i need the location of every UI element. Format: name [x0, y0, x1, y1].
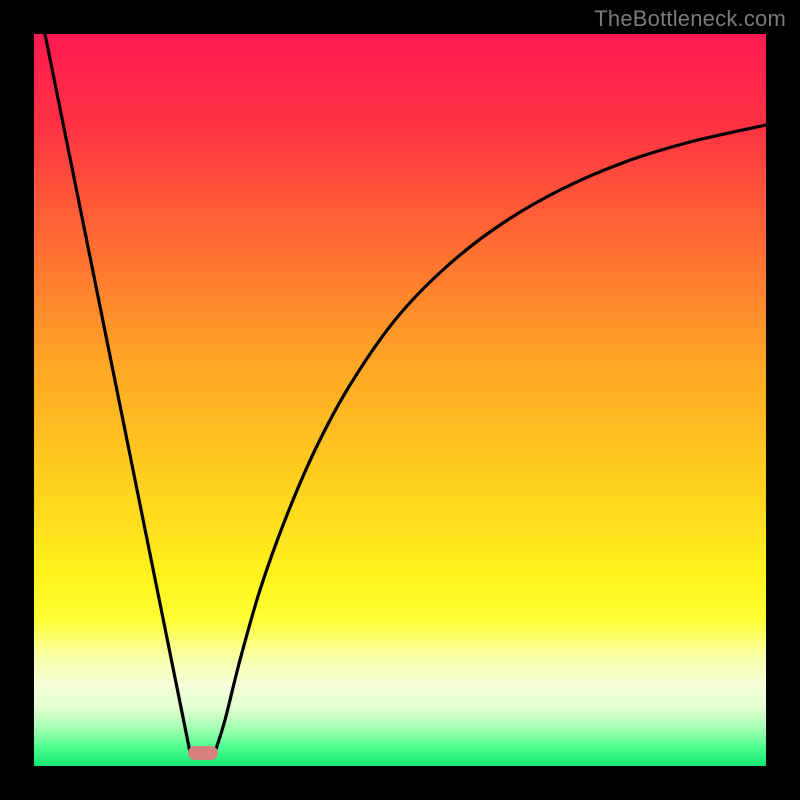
- valley-marker: [188, 746, 218, 760]
- watermark-text: TheBottleneck.com: [594, 6, 786, 32]
- chart-background: [34, 34, 766, 766]
- bottleneck-chart: TheBottleneck.com: [0, 0, 800, 800]
- chart-svg: [0, 0, 800, 800]
